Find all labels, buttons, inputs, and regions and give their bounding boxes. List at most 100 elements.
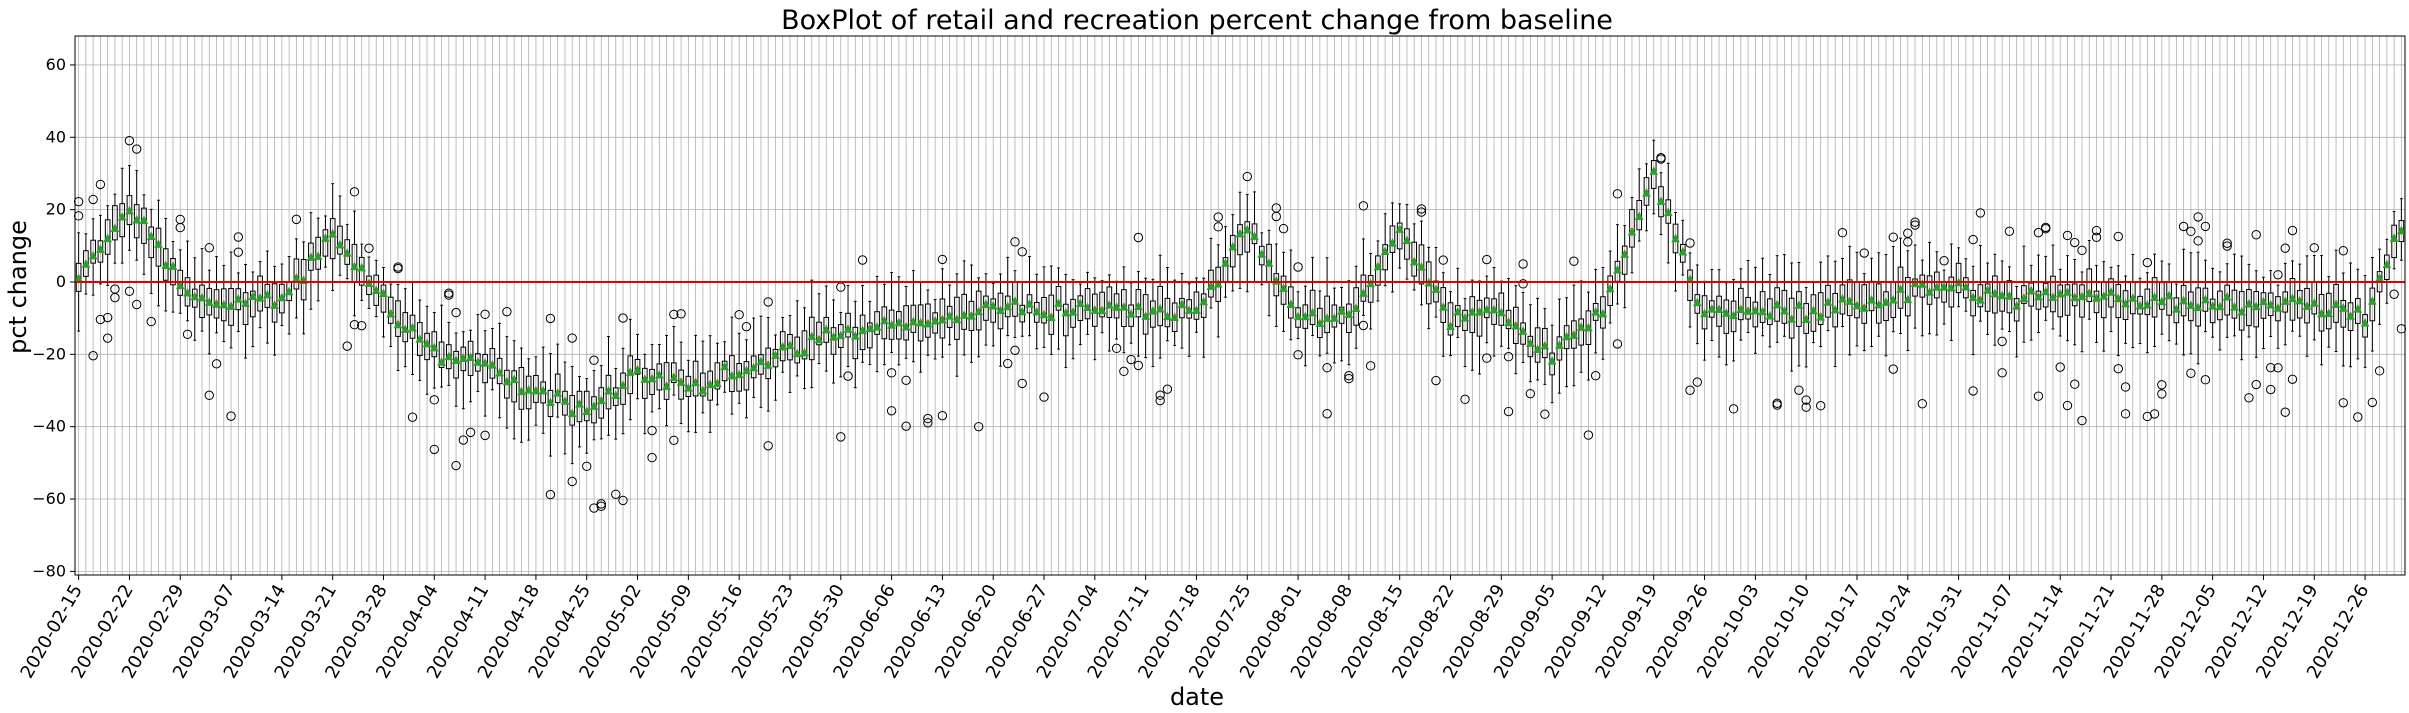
outlier-point xyxy=(2004,226,2015,236)
box xyxy=(2091,225,2102,343)
box xyxy=(625,318,635,421)
mean-marker xyxy=(277,292,287,302)
mean-marker xyxy=(785,340,795,350)
mean-marker xyxy=(1141,311,1150,320)
outlier-point xyxy=(1903,228,1913,238)
mean-marker xyxy=(1046,312,1056,322)
box xyxy=(1010,237,1020,356)
box-body xyxy=(1375,255,1381,286)
box xyxy=(560,361,570,455)
box-body xyxy=(1331,304,1338,328)
box-body xyxy=(1244,221,1251,253)
box xyxy=(545,313,556,500)
box xyxy=(1351,265,1361,349)
outlier-point xyxy=(204,390,214,401)
outlier-point xyxy=(1772,400,1782,410)
box xyxy=(1540,308,1550,419)
mean-marker xyxy=(306,252,316,261)
box xyxy=(1780,254,1789,337)
box-body xyxy=(1476,299,1483,337)
box xyxy=(1975,208,1986,322)
y-tick-label: 20 xyxy=(46,200,66,219)
outlier-point xyxy=(1460,394,1470,405)
box xyxy=(110,193,120,303)
mean-marker xyxy=(190,291,200,301)
box xyxy=(1525,304,1536,399)
box-body xyxy=(2144,288,2151,316)
box xyxy=(1061,273,1071,368)
box-body xyxy=(816,321,822,346)
box-body xyxy=(1803,303,1809,334)
box xyxy=(880,283,889,366)
box xyxy=(589,355,599,513)
outlier-point xyxy=(429,444,439,455)
outlier-point xyxy=(2338,398,2349,408)
mean-marker xyxy=(930,315,940,325)
box xyxy=(407,281,418,422)
outlier-point xyxy=(763,297,773,307)
mean-marker xyxy=(1968,292,1978,302)
outlier-point xyxy=(1278,223,1289,234)
box-body xyxy=(750,355,757,379)
mean-marker xyxy=(154,239,163,248)
mean-marker xyxy=(923,318,933,328)
mean-marker xyxy=(2048,292,2058,301)
outlier-point xyxy=(647,452,657,463)
mean-marker xyxy=(219,299,229,309)
outlier-point xyxy=(2374,366,2385,376)
mean-marker xyxy=(1388,238,1397,247)
mean-marker xyxy=(96,244,105,253)
outlier-point xyxy=(923,413,933,424)
outlier-point xyxy=(589,503,599,513)
mean-marker xyxy=(437,357,446,366)
mean-marker xyxy=(495,367,504,377)
box xyxy=(1518,259,1528,363)
box-body xyxy=(1186,299,1193,319)
box xyxy=(2208,267,2217,338)
box xyxy=(1097,280,1107,334)
mean-marker xyxy=(2244,298,2254,308)
mean-marker xyxy=(1286,299,1296,308)
box-body xyxy=(1287,286,1294,319)
outlier-point xyxy=(95,314,106,325)
box-body xyxy=(2238,291,2245,331)
mean-marker xyxy=(2208,300,2217,310)
outlier-point xyxy=(2244,393,2254,403)
outlier-point xyxy=(886,406,897,416)
mean-marker xyxy=(1642,187,1651,197)
outlier-point xyxy=(2309,243,2319,253)
mean-marker xyxy=(1279,283,1288,292)
box xyxy=(1990,253,2000,346)
mean-marker xyxy=(1017,306,1027,316)
outlier-point xyxy=(1910,220,1920,230)
box xyxy=(872,275,882,373)
outlier-point xyxy=(857,255,868,265)
outlier-point xyxy=(2070,237,2080,248)
outlier-point xyxy=(131,299,142,310)
mean-marker xyxy=(1366,278,1375,288)
box xyxy=(480,309,490,441)
box xyxy=(1278,223,1289,332)
box xyxy=(973,277,984,432)
mean-marker xyxy=(807,331,817,341)
mean-marker xyxy=(1010,296,1020,305)
plot-frame xyxy=(74,35,2406,576)
mean-marker xyxy=(2309,298,2319,307)
box xyxy=(451,307,461,471)
mean-marker xyxy=(778,341,788,351)
box xyxy=(1003,256,1013,369)
box-body xyxy=(402,312,409,343)
box xyxy=(1315,290,1325,357)
mean-marker xyxy=(1845,296,1855,305)
box xyxy=(857,255,868,363)
box xyxy=(473,314,483,392)
box xyxy=(1787,262,1796,372)
mean-marker xyxy=(248,291,258,300)
outlier-point xyxy=(1939,256,1949,266)
box xyxy=(850,300,860,389)
box-body xyxy=(75,262,82,292)
outlier-point xyxy=(2273,363,2283,373)
outlier-point xyxy=(2266,362,2276,373)
box-body xyxy=(1099,291,1105,318)
box xyxy=(313,217,323,302)
